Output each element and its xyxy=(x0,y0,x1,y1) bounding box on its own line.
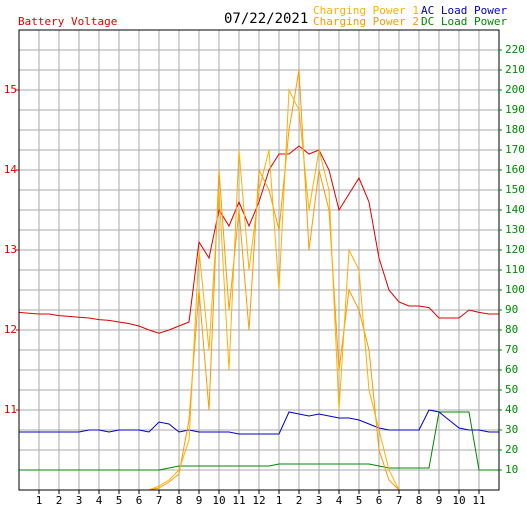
x-tick-label: 9 xyxy=(196,494,203,507)
y2-tick-label: 190 xyxy=(505,103,525,116)
x-tick-label: 11 xyxy=(232,494,245,507)
legend-entry: DC Load Power xyxy=(421,15,507,28)
data-line xyxy=(19,411,499,471)
y-tick-label: 12 xyxy=(4,323,17,336)
x-tick-label: 12 xyxy=(252,494,265,507)
y2-tick-label: 70 xyxy=(505,343,518,356)
x-tick-label: 4 xyxy=(336,494,343,507)
y-tick-label: 15 xyxy=(4,83,17,96)
y-tick-label: 14 xyxy=(4,163,18,176)
y2-tick-label: 20 xyxy=(505,443,518,456)
x-tick-label: 6 xyxy=(136,494,143,507)
y2-tick-label: 180 xyxy=(505,123,525,136)
legend-entry: Battery Voltage xyxy=(18,15,117,28)
x-tick-label: 7 xyxy=(396,494,403,507)
data-line xyxy=(18,145,499,334)
y2-tick-label: 130 xyxy=(505,223,525,236)
legend-entry: Charging Power 1 xyxy=(313,4,419,17)
chart-title: 07/22/2021 xyxy=(224,11,308,27)
y2-tick-label: 210 xyxy=(505,63,525,76)
y2-tick-label: 200 xyxy=(505,83,525,96)
x-tick-label: 2 xyxy=(296,494,303,507)
x-tick-label: 3 xyxy=(316,494,323,507)
y2-tick-label: 100 xyxy=(505,283,525,296)
x-tick-label: 8 xyxy=(176,494,183,507)
x-tick-label: 5 xyxy=(356,494,363,507)
data-line xyxy=(19,409,499,435)
y2-tick-label: 170 xyxy=(505,143,525,156)
legend-entry: Charging Power 2 xyxy=(313,15,419,28)
x-tick-label: 1 xyxy=(276,494,283,507)
x-tick-label: 3 xyxy=(76,494,83,507)
y2-tick-label: 110 xyxy=(505,263,525,276)
y2-tick-label: 150 xyxy=(505,183,525,196)
x-tick-label: 2 xyxy=(56,494,63,507)
y-tick-label: 13 xyxy=(4,243,17,256)
y2-tick-label: 220 xyxy=(505,43,525,56)
y2-tick-label: 90 xyxy=(505,303,518,316)
y2-tick-label: 60 xyxy=(505,363,518,376)
x-tick-label: 9 xyxy=(436,494,443,507)
y2-tick-label: 50 xyxy=(505,383,518,396)
x-tick-label: 6 xyxy=(376,494,383,507)
legend-entry: AC Load Power xyxy=(421,4,507,17)
x-tick-label: 8 xyxy=(416,494,423,507)
x-tick-label: 1 xyxy=(36,494,43,507)
y2-tick-label: 40 xyxy=(505,403,518,416)
x-tick-label: 11 xyxy=(472,494,485,507)
y2-tick-label: 80 xyxy=(505,323,518,336)
x-tick-label: 10 xyxy=(212,494,225,507)
y2-tick-label: 10 xyxy=(505,463,518,476)
y2-tick-label: 160 xyxy=(505,163,525,176)
x-tick-label: 7 xyxy=(156,494,163,507)
x-tick-label: 5 xyxy=(116,494,123,507)
y-tick-label: 11 xyxy=(4,403,17,416)
y2-tick-label: 30 xyxy=(505,423,518,436)
x-tick-label: 4 xyxy=(96,494,103,507)
y2-tick-label: 140 xyxy=(505,203,525,216)
x-tick-label: 10 xyxy=(452,494,465,507)
y2-tick-label: 120 xyxy=(505,243,525,256)
